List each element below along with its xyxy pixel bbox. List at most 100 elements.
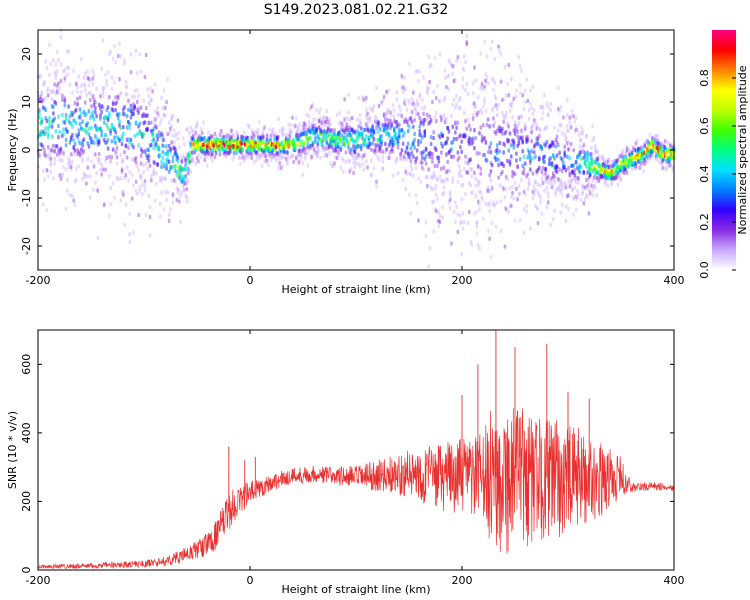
spectrogram-cell: [110, 139, 114, 144]
spectrogram-cell: [158, 175, 162, 181]
spectrogram-cell: [581, 128, 584, 133]
spectrogram-cell: [263, 125, 266, 130]
spectrogram-cell: [81, 119, 84, 124]
spectrogram-cell: [344, 121, 348, 126]
spectrogram-cell: [150, 173, 153, 179]
spectrogram-cell: [582, 201, 586, 206]
spectrogram-cell: [527, 150, 531, 155]
spectrogram-cell: [530, 149, 533, 154]
spectrogram-cell: [412, 124, 415, 129]
spectrogram-cell: [48, 152, 51, 157]
spectrogram-cell: [78, 153, 82, 158]
spectrogram-cell: [380, 133, 383, 139]
spectrogram-cell: [606, 157, 610, 162]
spectrogram-cell: [48, 123, 51, 129]
spectrogram-cell: [52, 89, 55, 94]
spectrogram-cell: [457, 163, 461, 169]
spectrogram-cell: [282, 127, 285, 132]
spectrogram-cell: [597, 154, 601, 160]
spectrogram-cell: [372, 137, 376, 142]
spectrogram-cell: [643, 160, 647, 166]
spectrogram-cell: [569, 125, 573, 130]
spectrogram-cell: [392, 118, 396, 124]
spectrogram-cell: [634, 161, 638, 166]
spectrogram-cell: [160, 95, 163, 100]
spectrogram-cell: [634, 141, 638, 146]
spectrogram-cell: [442, 190, 446, 196]
spectrogram-cell: [440, 118, 443, 123]
spectrogram-cell: [377, 103, 381, 109]
spectrogram-cell: [410, 109, 414, 115]
spectrogram-cell: [175, 197, 179, 203]
spectrogram-cell: [423, 117, 427, 123]
spectrogram-cell: [529, 88, 532, 93]
spectrogram-cell: [391, 142, 395, 148]
spectrogram-cell: [144, 105, 148, 111]
spectrogram-cell: [155, 140, 158, 145]
spectrogram-cell: [417, 138, 420, 144]
spectrogram-cell: [480, 197, 484, 202]
spectrogram-cell: [488, 208, 491, 214]
spectrogram-cell: [41, 145, 45, 150]
spectrogram-cell: [110, 86, 114, 91]
spectrogram-cell: [359, 143, 363, 149]
spectrogram-cell: [52, 104, 55, 110]
spectrogram-cell: [578, 144, 582, 149]
spectrogram-cell: [301, 124, 304, 130]
spectrogram-cell: [382, 94, 386, 100]
spectrogram-cell: [237, 155, 241, 160]
spectrogram-cell: [400, 148, 404, 153]
spectrogram-cell: [100, 172, 103, 177]
spectrogram-cell: [554, 144, 558, 149]
spectrogram-cell: [310, 155, 313, 161]
spectrogram-cell: [347, 141, 350, 147]
spectrogram-cell: [169, 207, 172, 212]
spectrogram-cell: [522, 154, 526, 160]
spectrogram-cell: [371, 106, 374, 112]
spectrogram-cell: [82, 171, 86, 176]
spectrogram-cell: [375, 179, 378, 185]
spectrogram-cell: [303, 150, 307, 155]
spectrogram-cell: [134, 48, 138, 54]
spectrogram-cell: [638, 165, 642, 171]
spectrogram-cell: [454, 105, 457, 111]
spectrogram-cell: [480, 134, 484, 139]
spectrogram-cell: [171, 113, 175, 119]
spectrogram-cell: [138, 52, 142, 57]
spectrogram-cell: [557, 106, 560, 112]
spectrogram-cell: [546, 112, 550, 118]
spectrogram-cell: [119, 176, 123, 181]
spectrogram-cell: [293, 123, 297, 128]
spectrogram-cell: [621, 152, 625, 158]
spectrogram-cell: [218, 132, 222, 138]
spectrogram-cell: [429, 185, 433, 190]
spectrogram-cell: [49, 62, 53, 67]
spectrogram-cell: [127, 98, 130, 104]
spectrogram-cell: [367, 116, 371, 121]
spectrogram-cell: [272, 131, 275, 136]
spectrogram-cell: [161, 156, 165, 161]
spectrogram-cell: [405, 119, 409, 125]
spectrogram-cell: [555, 169, 559, 175]
spectrogram-cell: [516, 197, 519, 202]
spectrogram-cell: [593, 147, 597, 152]
spectrogram-cell: [170, 117, 173, 122]
spectrogram-cell: [433, 174, 437, 179]
spectrogram-cell: [209, 155, 213, 160]
spectrogram-cell: [347, 92, 350, 97]
spectrogram-cell: [422, 167, 425, 172]
spectrogram-cell: [273, 137, 276, 142]
spectrogram-cell: [38, 110, 41, 116]
spectrogram-cell: [488, 124, 491, 129]
spectrogram-cell: [289, 155, 293, 160]
spectrogram-cell: [141, 113, 144, 119]
spectrogram-cell: [574, 180, 578, 185]
spectrogram-cell: [432, 174, 435, 179]
spectrogram-cell: [522, 189, 526, 195]
spectrogram-cell: [190, 150, 194, 155]
spectrogram-y-tick-label: -10: [20, 189, 33, 207]
spectrogram-cell: [569, 142, 573, 147]
spectrogram-cell: [574, 115, 578, 120]
spectrogram-cell: [395, 97, 399, 102]
